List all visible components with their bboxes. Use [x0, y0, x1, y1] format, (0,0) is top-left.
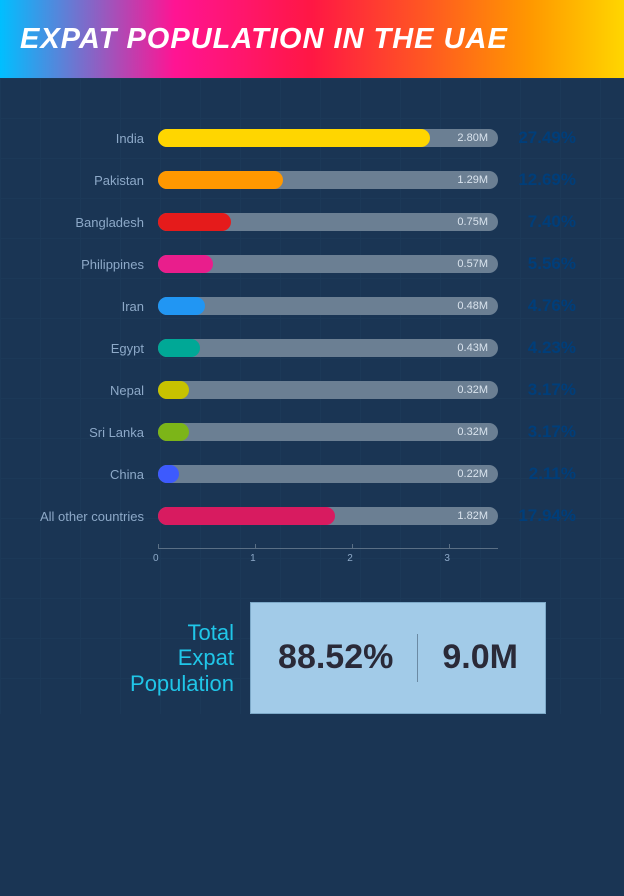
- bar-track: 0.43M: [158, 339, 498, 357]
- bar-row: Pakistan 1.29M 12.69%: [30, 170, 594, 190]
- total-label-line: Total: [188, 620, 234, 645]
- percentage-label: 3.17%: [498, 422, 576, 442]
- bar-track: 2.80M: [158, 129, 498, 147]
- bar-track: 0.75M: [158, 213, 498, 231]
- bar-track: 0.57M: [158, 255, 498, 273]
- bar-fill: [158, 297, 205, 315]
- bar-value-label: 2.80M: [457, 132, 488, 144]
- total-absolute: 9.0M: [418, 638, 542, 677]
- bar-track: 0.32M: [158, 381, 498, 399]
- header-banner: EXPAT POPULATION IN THE UAE: [0, 0, 624, 78]
- chart-area: India 2.80M 27.49% Pakistan 1.29M 12.69% Bangl…: [0, 78, 624, 714]
- bar-value-label: 0.43M: [457, 342, 488, 354]
- bar-value-label: 1.82M: [457, 510, 488, 522]
- bar-value-label: 0.48M: [457, 300, 488, 312]
- page-title: EXPAT POPULATION IN THE UAE: [20, 23, 508, 56]
- bar-row: All other countries 1.82M 17.94%: [30, 506, 594, 526]
- bar-track: 0.22M: [158, 465, 498, 483]
- country-label: Iran: [30, 299, 158, 314]
- country-label: Egypt: [30, 341, 158, 356]
- bar-fill: [158, 171, 283, 189]
- bar-value-label: 0.32M: [457, 426, 488, 438]
- bar-row: China 0.22M 2.11%: [30, 464, 594, 484]
- bar-row: Bangladesh 0.75M 7.40%: [30, 212, 594, 232]
- bar-row: Iran 0.48M 4.76%: [30, 296, 594, 316]
- total-panel: 88.52% 9.0M: [250, 602, 546, 714]
- bar-fill: [158, 339, 200, 357]
- country-label: All other countries: [30, 509, 158, 524]
- bar-track: 0.48M: [158, 297, 498, 315]
- bar-track: 0.32M: [158, 423, 498, 441]
- bar-value-label: 0.75M: [457, 216, 488, 228]
- total-box: Total Expat Population 88.52% 9.0M: [78, 602, 546, 714]
- bar-row: Nepal 0.32M 3.17%: [30, 380, 594, 400]
- bar-track: 1.29M: [158, 171, 498, 189]
- bar-fill: [158, 213, 231, 231]
- percentage-label: 3.17%: [498, 380, 576, 400]
- bar-value-label: 0.22M: [457, 468, 488, 480]
- total-label-line: Expat: [178, 645, 234, 670]
- bar-fill: [158, 255, 213, 273]
- percentage-label: 4.23%: [498, 338, 576, 358]
- percentage-label: 17.94%: [498, 506, 576, 526]
- percentage-label: 27.49%: [498, 128, 576, 148]
- percentage-label: 12.69%: [498, 170, 576, 190]
- bar-row: Egypt 0.43M 4.23%: [30, 338, 594, 358]
- bar-row: India 2.80M 27.49%: [30, 128, 594, 148]
- percentage-label: 2.11%: [498, 464, 576, 484]
- country-label: Philippines: [30, 257, 158, 272]
- bar-row: Sri Lanka 0.32M 3.17%: [30, 422, 594, 442]
- total-label-line: Population: [130, 671, 234, 696]
- percentage-label: 7.40%: [498, 212, 576, 232]
- country-label: Nepal: [30, 383, 158, 398]
- bar-fill: [158, 423, 189, 441]
- bar-fill: [158, 129, 430, 147]
- country-label: Bangladesh: [30, 215, 158, 230]
- total-label: Total Expat Population: [78, 602, 250, 714]
- country-label: India: [30, 131, 158, 146]
- total-percentage: 88.52%: [254, 638, 417, 677]
- bar-row: Philippines 0.57M 5.56%: [30, 254, 594, 274]
- country-label: China: [30, 467, 158, 482]
- bar-value-label: 0.57M: [457, 258, 488, 270]
- bar-rows: India 2.80M 27.49% Pakistan 1.29M 12.69% Bangl…: [30, 128, 594, 526]
- country-label: Pakistan: [30, 173, 158, 188]
- bar-track: 1.82M: [158, 507, 498, 525]
- bar-value-label: 1.29M: [457, 174, 488, 186]
- country-label: Sri Lanka: [30, 425, 158, 440]
- x-axis: 0123: [158, 548, 498, 566]
- percentage-label: 4.76%: [498, 296, 576, 316]
- bar-fill: [158, 507, 335, 525]
- bar-fill: [158, 381, 189, 399]
- bar-value-label: 0.32M: [457, 384, 488, 396]
- percentage-label: 5.56%: [498, 254, 576, 274]
- bar-fill: [158, 465, 179, 483]
